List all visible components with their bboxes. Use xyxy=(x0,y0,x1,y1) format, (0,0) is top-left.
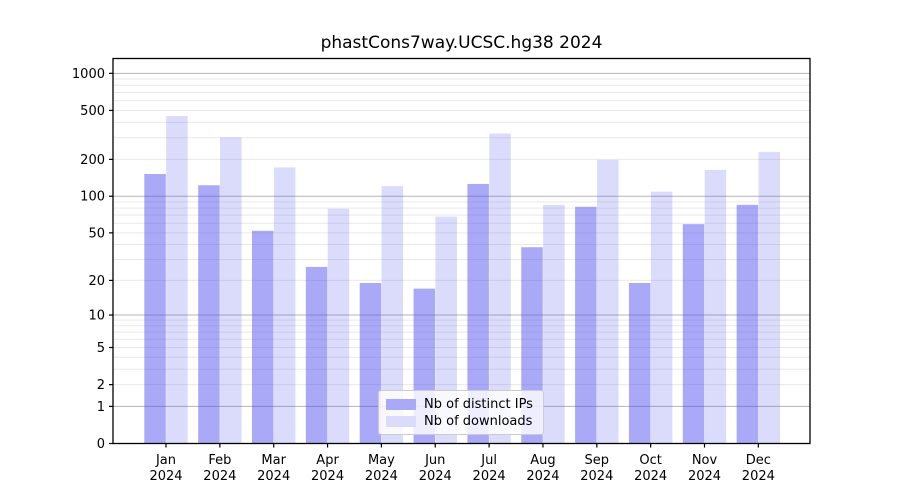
bar-ips-dec xyxy=(736,204,759,444)
bar-ips-sep xyxy=(575,206,597,444)
bar-ips-jan xyxy=(144,173,166,444)
legend-swatch-distinct-ips xyxy=(386,399,416,410)
legend-item: Nb of distinct IPs xyxy=(386,396,536,413)
legend-swatch-downloads xyxy=(386,416,416,427)
legend-item: Nb of downloads xyxy=(386,413,536,430)
bar-downloads-jan xyxy=(166,116,188,444)
x-tick-label: Jun 2024 xyxy=(419,453,452,484)
bar-downloads-mar xyxy=(273,167,296,444)
y-tick-label: 1000 xyxy=(72,67,105,82)
legend-label: Nb of downloads xyxy=(424,414,533,429)
y-axis: 0 1 2 5 10 20 50 100 200 500 1000 xyxy=(72,67,113,452)
bar-downloads-may xyxy=(381,186,404,444)
bar-ips-feb xyxy=(198,185,220,444)
bar-ips-jul xyxy=(467,183,489,444)
y-tick-label: 20 xyxy=(88,274,105,289)
bar-downloads-jul xyxy=(489,133,511,444)
y-tick-label: 50 xyxy=(88,226,105,241)
bar-ips-nov xyxy=(682,224,705,444)
y-tick-label: 1 xyxy=(97,400,105,415)
bar-ips-oct xyxy=(628,283,651,444)
bar-downloads-feb xyxy=(220,137,242,444)
plot-frame xyxy=(112,57,811,445)
x-axis: Jan 2024 Feb 2024 Mar 2024 Apr 2024 May 2024 Jun 20… xyxy=(149,443,775,484)
legend: Nb of distinct IPs Nb of downloads xyxy=(378,390,544,435)
legend-label: Nb of distinct IPs xyxy=(424,397,533,412)
bar-downloads-dec xyxy=(758,151,781,444)
y-tick-label: 5 xyxy=(97,341,105,356)
bar-ips-apr xyxy=(305,266,328,444)
bar-downloads-apr xyxy=(327,208,350,444)
x-tick-label: May 2024 xyxy=(365,453,398,484)
x-tick-label: Aug 2024 xyxy=(526,453,559,484)
bar-downloads-nov xyxy=(704,169,727,444)
y-tick-label: 0 xyxy=(97,437,105,452)
y-tick-label: 500 xyxy=(80,104,105,119)
x-tick-label: Sep 2024 xyxy=(580,453,613,484)
bar-ips-may xyxy=(359,283,382,444)
x-tick-label: Dec 2024 xyxy=(742,453,775,484)
bar-downloads-sep xyxy=(597,159,619,444)
y-tick-label: 100 xyxy=(80,190,105,205)
y-tick-label: 200 xyxy=(80,153,105,168)
y-tick-label: 10 xyxy=(88,309,105,324)
bar-downloads-jun xyxy=(435,216,457,444)
bar-ips-mar xyxy=(252,230,274,444)
bar-downloads-aug xyxy=(543,204,565,444)
x-tick-label: Oct 2024 xyxy=(634,453,667,484)
chart-title: phastCons7way.UCSC.hg38 2024 xyxy=(320,33,603,53)
x-tick-label: Jan 2024 xyxy=(149,453,182,484)
minor-gridlines xyxy=(113,78,810,386)
y-tick-label: 2 xyxy=(97,378,105,393)
x-tick-label: Mar 2024 xyxy=(257,453,290,484)
x-tick-label: Nov 2024 xyxy=(688,453,721,484)
x-tick-label: Feb 2024 xyxy=(203,453,236,484)
bar-downloads-oct xyxy=(650,191,673,444)
x-tick-label: Apr 2024 xyxy=(311,453,344,484)
x-tick-label: Jul 2024 xyxy=(473,453,506,484)
